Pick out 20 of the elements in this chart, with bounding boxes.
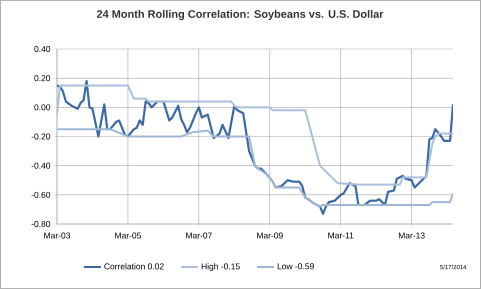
x-tick-label: Mar-05 — [115, 232, 141, 238]
x-tick-label: Mar-09 — [257, 232, 283, 238]
chart-title: 24 Month Rolling Correlation: Soybeans vs. U.S. Dollar — [96, 10, 384, 20]
line-series — [57, 84, 454, 186]
y-tick-label: -0.80 — [32, 221, 50, 227]
line-series — [57, 128, 454, 208]
legend-label: Low -0.59 — [278, 263, 314, 270]
y-tick-label: -0.40 — [32, 162, 50, 169]
y-tick-label: -0.20 — [32, 134, 50, 140]
line-series — [57, 80, 454, 215]
x-tick-label: Mar-11 — [328, 232, 354, 238]
y-tick-label: -0.60 — [32, 192, 50, 198]
y-tick-label: 0.00 — [34, 104, 50, 110]
legend-label: Correlation 0.02 — [104, 263, 164, 270]
y-tick-label: 0.20 — [34, 75, 50, 82]
x-tick-label: Mar-07 — [186, 232, 212, 238]
legend-label: High -0.15 — [202, 263, 240, 272]
x-tick-label: Mar-13 — [398, 232, 425, 238]
x-tick-label: Mar-03 — [44, 232, 70, 238]
y-tick-label: 0.40 — [34, 46, 50, 52]
